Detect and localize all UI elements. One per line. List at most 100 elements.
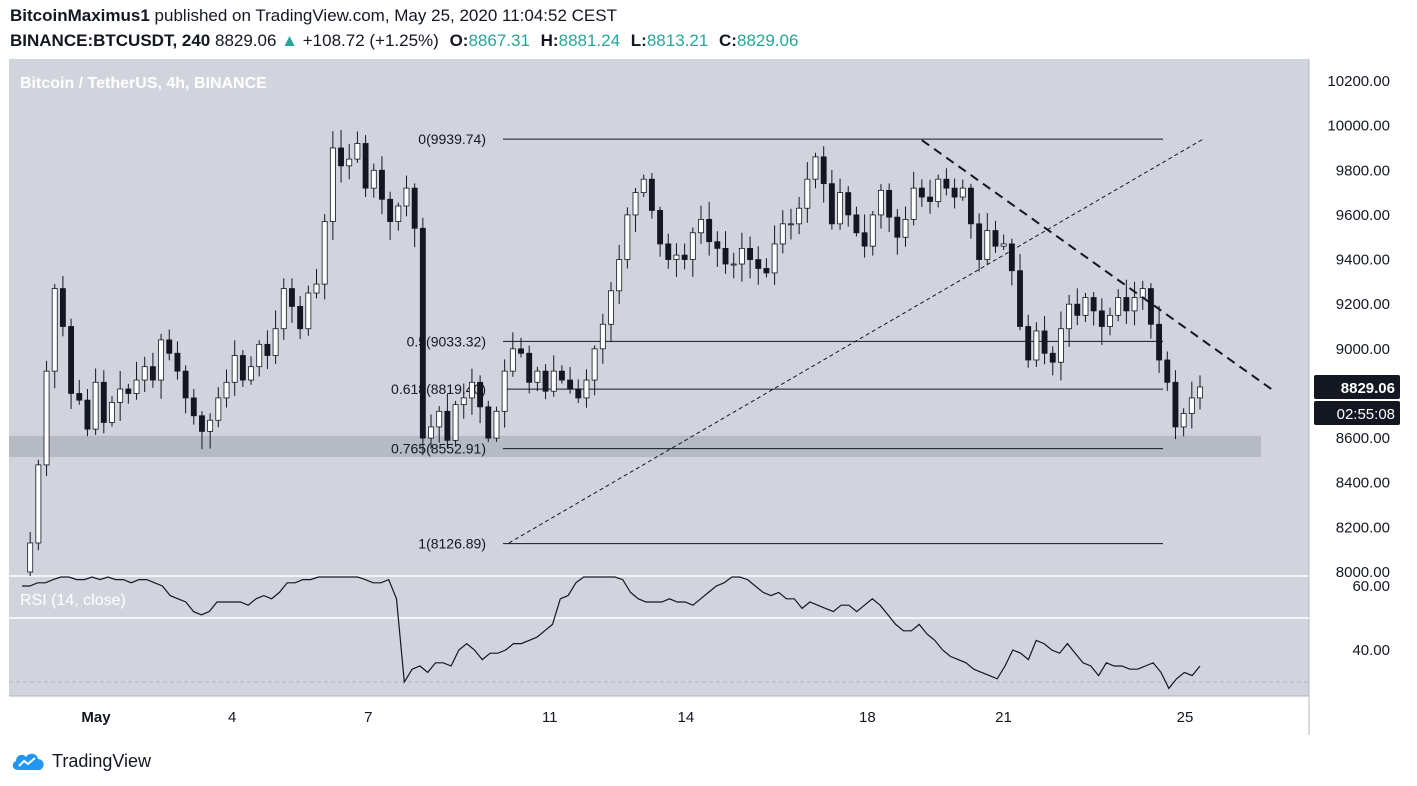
- price-axis-label: 9800.00: [1336, 162, 1390, 179]
- candle: [722, 231, 729, 274]
- candle: [1066, 294, 1073, 347]
- candle-down: [477, 381, 484, 408]
- candle-down: [526, 352, 533, 383]
- candle-up: [616, 259, 623, 292]
- candle-down: [419, 227, 426, 439]
- candle: [796, 197, 803, 235]
- candle-up: [141, 366, 148, 381]
- candle-up: [248, 366, 254, 381]
- candle: [501, 359, 508, 428]
- candle-down: [853, 214, 860, 234]
- candle: [886, 183, 893, 233]
- candle: [1033, 322, 1040, 367]
- candle-down: [763, 268, 770, 274]
- candle: [788, 208, 794, 240]
- candle-up: [583, 379, 590, 399]
- candle-up: [133, 379, 140, 394]
- price-pane-background: [9, 59, 1309, 576]
- countdown-tag-box: [1314, 400, 1400, 425]
- candle-up: [395, 205, 402, 223]
- price-axis-label: 9000.00: [1336, 341, 1390, 358]
- candle-up: [305, 292, 312, 330]
- price-axis-label: 8600.00: [1336, 430, 1390, 447]
- price-axis-label: 8000.00: [1336, 564, 1390, 581]
- candle-down: [485, 406, 492, 439]
- candle: [1131, 281, 1138, 326]
- author-name[interactable]: BitcoinMaximus1: [10, 6, 150, 25]
- candle: [1147, 283, 1154, 339]
- candle-down: [1156, 323, 1163, 361]
- candle-down: [820, 156, 827, 185]
- candle: [1017, 254, 1023, 331]
- candle: [1180, 408, 1187, 437]
- candle: [984, 213, 991, 265]
- candle: [763, 258, 770, 278]
- candle-up: [1033, 330, 1040, 361]
- candle-up: [51, 288, 58, 372]
- fib-level-label: 0.618(8819.40): [391, 381, 486, 397]
- time-axis-label: 11: [542, 709, 558, 726]
- price-axis-label: 10000.00: [1327, 118, 1390, 135]
- candle: [853, 206, 860, 237]
- candle-up: [550, 370, 557, 392]
- candle-up: [788, 223, 794, 226]
- candle: [583, 369, 590, 408]
- candle-up: [43, 370, 50, 466]
- fib-level-label: 0(9939.74): [418, 131, 486, 147]
- candle-down: [264, 343, 271, 356]
- price-axis-label: 8400.00: [1336, 475, 1390, 492]
- candle: [207, 413, 214, 449]
- candle: [992, 220, 999, 253]
- time-axis-label: 4: [228, 709, 236, 726]
- price-axis-label: 9400.00: [1336, 252, 1390, 269]
- candle: [902, 206, 909, 247]
- candle: [910, 171, 917, 226]
- candle: [354, 131, 361, 163]
- rsi-title: RSI (14, close): [20, 592, 126, 609]
- candle: [1188, 381, 1195, 429]
- candle: [379, 156, 385, 215]
- candle-down: [1049, 352, 1056, 363]
- candle: [861, 214, 868, 258]
- rsi-axis-label: 40.00: [1352, 642, 1390, 659]
- candle-down: [1041, 330, 1048, 354]
- candle: [387, 191, 394, 240]
- candle: [518, 337, 524, 358]
- candle-down: [558, 370, 565, 381]
- candle: [771, 225, 778, 285]
- candle-down: [59, 288, 66, 327]
- candle: [485, 400, 492, 443]
- candle-up: [117, 388, 124, 403]
- candle-up: [1000, 243, 1007, 247]
- low-value: 8813.21: [646, 31, 709, 50]
- price-tag-value: 8829.06: [1341, 380, 1395, 397]
- candle-down: [657, 210, 664, 245]
- candle: [1123, 279, 1130, 324]
- candle-up: [403, 187, 410, 207]
- candle: [1041, 316, 1048, 365]
- candle: [133, 361, 140, 400]
- candle: [673, 243, 680, 278]
- candle: [1057, 311, 1064, 381]
- candles: [27, 130, 1203, 576]
- close-label: C:: [719, 31, 737, 50]
- candle-up: [215, 397, 222, 421]
- candle: [591, 345, 598, 396]
- candle-down: [886, 189, 893, 218]
- candle: [231, 340, 238, 396]
- candle: [918, 179, 925, 207]
- candle: [1172, 370, 1179, 440]
- candle: [878, 184, 884, 229]
- last-price: 8829.06: [214, 31, 277, 50]
- candle-down: [289, 288, 295, 307]
- candle: [92, 368, 99, 435]
- candle: [1049, 346, 1056, 376]
- candle: [1156, 305, 1163, 373]
- candle-up: [878, 189, 884, 216]
- candle-down: [828, 183, 835, 225]
- candle-down: [575, 388, 582, 399]
- brand[interactable]: TradingView: [10, 750, 151, 772]
- candle: [166, 329, 173, 361]
- candle-down: [387, 198, 394, 223]
